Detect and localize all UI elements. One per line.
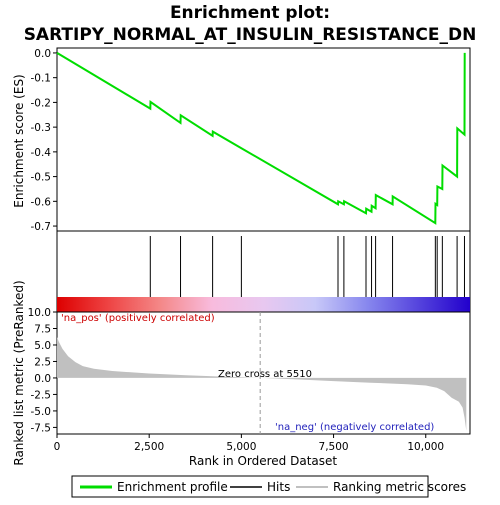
metric-y-tick-label: 0.0 bbox=[34, 373, 51, 385]
ranking-gradient-bar bbox=[57, 297, 470, 312]
es-y-axis: 0.0 -0.1 -0.2 -0.3 -0.4 -0.5 -0.6 -0.7 bbox=[31, 48, 57, 233]
metric-y-axis-label: Ranked list metric (PreRanked) bbox=[12, 280, 26, 465]
metric-y-tick-label: -2.5 bbox=[31, 389, 52, 401]
es-y-tick-label: -0.6 bbox=[31, 196, 52, 208]
na-neg-annotation: 'na_neg' (negatively correlated) bbox=[275, 422, 434, 433]
es-y-tick-label: 0.0 bbox=[34, 48, 51, 60]
legend-ranking-label: Ranking metric scores bbox=[333, 480, 466, 494]
x-tick-label: 5,000 bbox=[226, 441, 256, 453]
chart-title-line-2: SARTIPY_NORMAL_AT_INSULIN_RESISTANCE_DN bbox=[24, 25, 477, 45]
chart-title-line-1: Enrichment plot: bbox=[170, 3, 330, 23]
es-y-tick-label: -0.3 bbox=[31, 122, 52, 134]
legend: Enrichment profile Hits Ranking metric s… bbox=[71, 475, 466, 498]
x-tick-label: 2,500 bbox=[134, 441, 164, 453]
na-pos-annotation: 'na_pos' (positively correlated) bbox=[61, 313, 215, 324]
es-y-tick-label: -0.7 bbox=[31, 221, 52, 233]
enrichment-profile-line bbox=[56, 52, 466, 225]
es-y-tick-label: -0.2 bbox=[31, 97, 52, 109]
x-axis: 0 2,500 5,000 7,500 10,000 bbox=[54, 434, 444, 453]
metric-y-tick-label: 2.5 bbox=[34, 356, 51, 368]
hits-marks bbox=[149, 236, 465, 297]
metric-y-axis: 10.0 7.5 5.0 2.5 0.0 -2.5 -5.0 -7.5 bbox=[28, 307, 57, 434]
metric-y-tick-label: -5.0 bbox=[31, 406, 52, 418]
metric-y-tick-label: -7.5 bbox=[31, 422, 52, 434]
x-tick-label: 10,000 bbox=[407, 441, 444, 453]
es-y-tick-label: -0.4 bbox=[31, 147, 52, 159]
es-y-axis-label: Enrichment score (ES) bbox=[12, 74, 26, 207]
x-axis-label: Rank in Ordered Dataset bbox=[189, 454, 337, 468]
es-y-tick-label: -0.5 bbox=[31, 172, 52, 184]
zero-cross-annotation: Zero cross at 5510 bbox=[218, 369, 312, 380]
es-panel-frame bbox=[56, 47, 471, 232]
x-tick-label: 0 bbox=[54, 441, 61, 453]
legend-enrichment-label: Enrichment profile bbox=[117, 480, 228, 494]
metric-y-tick-label: 5.0 bbox=[34, 340, 51, 352]
es-y-tick-label: -0.1 bbox=[31, 73, 52, 85]
metric-y-tick-label: 7.5 bbox=[34, 323, 51, 335]
legend-hits-label: Hits bbox=[267, 480, 290, 494]
x-tick-label: 7,500 bbox=[319, 441, 349, 453]
metric-y-tick-label: 10.0 bbox=[28, 307, 51, 319]
